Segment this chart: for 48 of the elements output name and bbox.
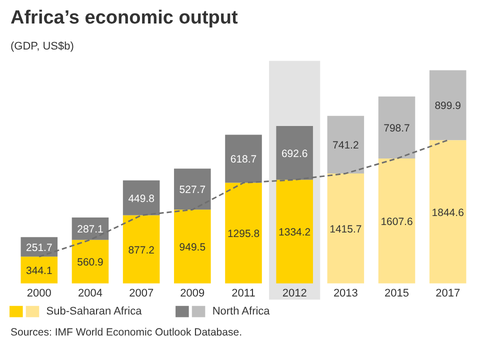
text: (GDP, US$b) (10, 40, 74, 52)
data-label: 798.7 (384, 122, 410, 135)
x-tick-label: 2011 (232, 287, 256, 300)
bar (276, 180, 313, 284)
bar (122, 180, 160, 216)
data-label: 1607.6 (380, 216, 413, 228)
data-label: 287.1 (77, 224, 104, 236)
bar (225, 182, 262, 284)
x-tick-label: 2009 (180, 287, 205, 300)
data-label: 344.1 (26, 265, 52, 278)
legend-label: North Africa (212, 306, 271, 318)
data-label: 527.7 (179, 184, 206, 196)
bar (72, 240, 109, 284)
bar (378, 158, 416, 284)
bar (174, 210, 211, 284)
x-tick-label: 2013 (333, 287, 358, 300)
x-tick-label: 2012 (282, 287, 307, 300)
bar (225, 134, 262, 183)
legend-label: Sub-Saharan Africa (46, 306, 143, 318)
data-label: 1295.8 (227, 228, 260, 240)
data-label: 1844.6 (432, 206, 464, 219)
x-tick-label: 2015 (384, 287, 410, 300)
bar (276, 126, 313, 180)
x-tick-label: 2000 (26, 287, 52, 300)
bar (327, 116, 364, 174)
bar (378, 96, 416, 159)
bar (20, 256, 58, 284)
data-label: 877.2 (128, 244, 155, 256)
x-tick-label: 2017 (436, 287, 460, 300)
data-label: 1415.7 (330, 223, 362, 236)
bar (429, 70, 466, 140)
data-label: 251.7 (26, 242, 52, 254)
data-label: 618.7 (230, 154, 257, 166)
data-label: 741.2 (332, 140, 359, 152)
data-label: 899.9 (434, 100, 462, 112)
data-label: 692.6 (281, 148, 308, 160)
source-note: Sources: IMF World Economic Outlook Database. (10, 326, 242, 338)
bar (122, 215, 160, 284)
x-tick-label: 2004 (78, 287, 102, 300)
bar (174, 168, 211, 210)
x-tick-label: 2007 (129, 287, 154, 300)
data-label: 1334.2 (278, 226, 311, 239)
data-label: 449.8 (128, 192, 155, 205)
data-label: 949.5 (179, 242, 206, 254)
bar (429, 140, 466, 284)
bar (327, 173, 364, 284)
data-label: 560.9 (77, 256, 104, 269)
text: Africa’s economic output (10, 8, 238, 28)
